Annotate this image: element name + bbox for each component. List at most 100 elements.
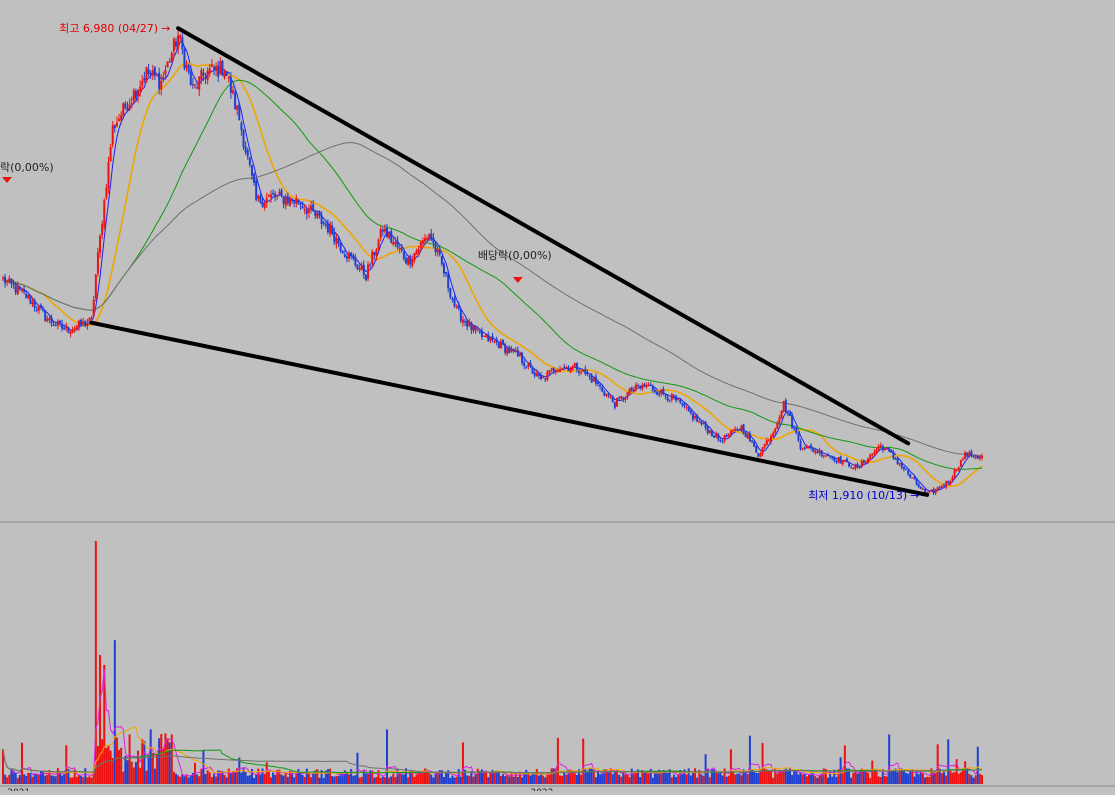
candle-body xyxy=(483,335,486,337)
candle-body xyxy=(571,365,574,370)
volume-bar xyxy=(75,776,78,784)
volume-bar xyxy=(478,770,481,784)
volume-bar xyxy=(797,774,800,784)
candle-body xyxy=(263,202,266,209)
volume-bar xyxy=(757,772,760,784)
volume-bar xyxy=(316,769,319,784)
candle-body xyxy=(615,398,618,407)
volume-bar xyxy=(561,775,564,784)
volume-bar xyxy=(578,769,581,784)
candle-body xyxy=(466,320,469,327)
candle-body xyxy=(966,452,969,457)
candle-body xyxy=(561,368,564,370)
volume-bar xyxy=(204,773,207,784)
volume-bar xyxy=(713,769,716,784)
volume-bar xyxy=(812,773,815,784)
volume-bar xyxy=(508,776,511,784)
volume-bar xyxy=(326,769,329,784)
candle-body xyxy=(246,150,249,157)
volume-bar xyxy=(615,769,618,784)
candle-body xyxy=(843,459,846,462)
volume-bar xyxy=(609,768,612,784)
candle-body xyxy=(118,118,121,122)
candle-body xyxy=(831,457,834,459)
volume-bar xyxy=(430,774,433,784)
volume-bar xyxy=(373,777,376,784)
candle-body xyxy=(474,326,477,331)
volume-bar xyxy=(428,773,431,784)
candle-body xyxy=(248,157,251,165)
volume-bar xyxy=(80,775,83,784)
candle-body xyxy=(362,264,365,275)
candle-body xyxy=(39,304,42,308)
candle-body xyxy=(913,477,916,480)
candle-body xyxy=(383,228,386,232)
volume-bar xyxy=(122,771,125,784)
candle-body xyxy=(137,89,140,97)
volume-bar xyxy=(596,770,599,784)
volume-bar xyxy=(453,777,456,784)
volume-bar xyxy=(816,777,819,784)
volume-bar xyxy=(14,772,17,784)
volume-bar xyxy=(824,768,827,784)
volume-bar xyxy=(763,768,766,784)
volume-bar xyxy=(402,774,405,784)
volume-bar xyxy=(297,769,300,784)
volume-bar xyxy=(386,729,389,784)
candle-body xyxy=(352,255,355,259)
candle-body xyxy=(421,240,424,244)
candle-body xyxy=(341,250,344,254)
volume-bar xyxy=(485,772,488,784)
candle-body xyxy=(921,488,924,490)
candle-body xyxy=(348,253,351,259)
candle-body xyxy=(168,61,171,63)
volume-bar xyxy=(282,775,285,784)
volume-bar xyxy=(542,775,545,784)
volume-bar xyxy=(299,773,302,784)
candle-body xyxy=(826,455,829,457)
volume-bar xyxy=(388,777,391,784)
price-annotations: 최고 6,980 (04/27) → 최저 1,910 (10/13) → 배당… xyxy=(0,22,919,502)
candle-body xyxy=(219,61,222,75)
low-price-arrow: → xyxy=(910,489,919,502)
volume-bar xyxy=(605,769,608,784)
candle-body xyxy=(124,103,127,109)
candle-body xyxy=(596,382,599,385)
candle-body xyxy=(719,439,722,441)
candle-body xyxy=(331,225,334,235)
volume-bar xyxy=(189,775,192,784)
candle-body xyxy=(601,387,604,392)
volume-bar xyxy=(71,777,74,784)
volume-bar xyxy=(854,771,857,784)
candle-body xyxy=(569,368,572,372)
volume-bar xyxy=(506,774,509,784)
volume-bar xyxy=(892,769,895,784)
candle-body xyxy=(713,435,716,438)
candle-body xyxy=(495,339,498,343)
volume-bar xyxy=(16,777,19,784)
candle-body xyxy=(398,247,401,249)
volume-bar xyxy=(864,769,867,784)
candle-body xyxy=(662,389,665,394)
volume-bar xyxy=(774,768,777,784)
candle-body xyxy=(871,453,874,456)
candle-body xyxy=(748,433,751,442)
candle-body xyxy=(556,370,559,372)
candle-body xyxy=(111,125,114,145)
volume-bar xyxy=(191,772,194,784)
candle-body xyxy=(381,229,384,232)
volume-bar xyxy=(54,776,57,784)
volume-bar xyxy=(869,777,872,784)
volume-bar xyxy=(383,777,386,784)
volume-bar xyxy=(432,777,435,784)
candle-body xyxy=(877,446,880,451)
candle-body xyxy=(194,84,197,86)
candle-body xyxy=(829,455,832,457)
volume-bar xyxy=(65,745,68,784)
candle-body xyxy=(936,487,939,490)
volume-bar xyxy=(651,777,654,784)
candle-body xyxy=(533,372,536,376)
volume-bar xyxy=(219,770,222,784)
volume-bar xyxy=(381,776,384,784)
